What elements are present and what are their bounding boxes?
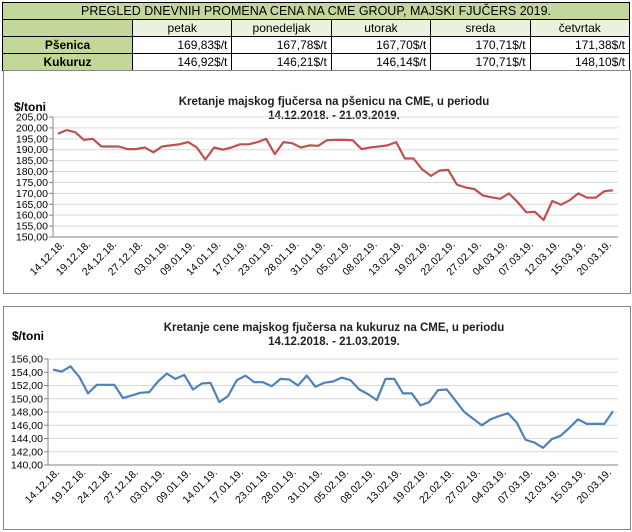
y-tick-label: 142,00: [11, 446, 43, 458]
table-corner-cell: [2, 19, 133, 37]
series-line: [52, 365, 614, 449]
price-cell: 171,38$/t: [529, 36, 631, 54]
price-cell: 170,71$/t: [430, 53, 531, 71]
day-header: sreda: [430, 19, 531, 37]
price-cell: 169,83$/t: [131, 36, 233, 54]
wheat-chart: Kretanje majskog fjučersa na pšenicu na …: [3, 70, 631, 294]
row-label: Kukuruz: [2, 53, 133, 71]
chart-title-line: Kretanje cene majskog fjučersa na kukuru…: [164, 322, 505, 334]
price-cell: 170,71$/t: [430, 36, 531, 54]
price-cell: 167,78$/t: [231, 36, 332, 54]
y-tick-label: 144,00: [11, 433, 43, 445]
y-tick-label: 146,00: [11, 420, 43, 432]
y-tick-label: 185,00: [16, 155, 48, 167]
row-label: Pšenica: [2, 36, 133, 54]
y-tick-label: 190,00: [16, 144, 48, 156]
day-header: petak: [131, 19, 233, 37]
y-tick-label: 195,00: [16, 133, 48, 145]
day-header: četvrtak: [529, 19, 631, 37]
y-tick-label: 152,00: [11, 380, 43, 392]
day-header: utorak: [330, 19, 432, 37]
price-change-table: PREGLED DNEVNIH PROMENA CENA NA CME GROU…: [2, 2, 631, 71]
table-row-wheat: Pšenica 169,83$/t 167,78$/t 167,70$/t 17…: [2, 36, 631, 54]
chart-title-line: 14.12.2018. - 21.03.2019.: [268, 336, 400, 348]
y-tick-label: 148,00: [11, 407, 43, 419]
y-tick-label: 165,00: [16, 199, 48, 211]
y-axis-unit-label: $/toni: [12, 329, 44, 343]
chart-title-line: 14.12.2018. - 21.03.2019.: [268, 110, 400, 122]
y-tick-label: 156,00: [11, 354, 43, 366]
price-cell: 148,10$/t: [529, 53, 631, 71]
price-cell: 146,14$/t: [330, 53, 432, 71]
table-title: PREGLED DNEVNIH PROMENA CENA NA CME GROU…: [2, 2, 630, 20]
y-tick-label: 154,00: [11, 367, 43, 379]
price-cell: 146,92$/t: [131, 53, 233, 71]
table-row-corn: Kukuruz 146,92$/t 146,21$/t 146,14$/t 17…: [2, 53, 631, 71]
y-tick-label: 160,00: [16, 210, 48, 222]
corn-chart-svg: Kretanje cene majskog fjučersa na kukuru…: [11, 322, 618, 506]
price-cell: 167,70$/t: [330, 36, 432, 54]
y-tick-label: 150,00: [16, 232, 48, 244]
y-axis-unit-label: $/toni: [14, 100, 46, 114]
series-line: [57, 128, 614, 222]
y-tick-label: 200,00: [16, 122, 48, 134]
y-tick-label: 175,00: [16, 177, 48, 189]
chart-title-line: Kretanje majskog fjučersa na pšenicu na …: [179, 96, 490, 108]
day-header: ponedeljak: [231, 19, 332, 37]
y-tick-label: 180,00: [16, 166, 48, 178]
y-tick-label: 170,00: [16, 188, 48, 200]
y-tick-label: 150,00: [11, 393, 43, 405]
price-cell: 146,21$/t: [231, 53, 332, 71]
y-tick-label: 205,00: [16, 112, 48, 124]
y-tick-label: 140,00: [11, 460, 43, 472]
y-tick-label: 155,00: [16, 221, 48, 233]
wheat-chart-svg: Kretanje majskog fjučersa na pšenicu na …: [14, 96, 618, 278]
corn-chart: Kretanje cene majskog fjučersa na kukuru…: [3, 306, 631, 530]
